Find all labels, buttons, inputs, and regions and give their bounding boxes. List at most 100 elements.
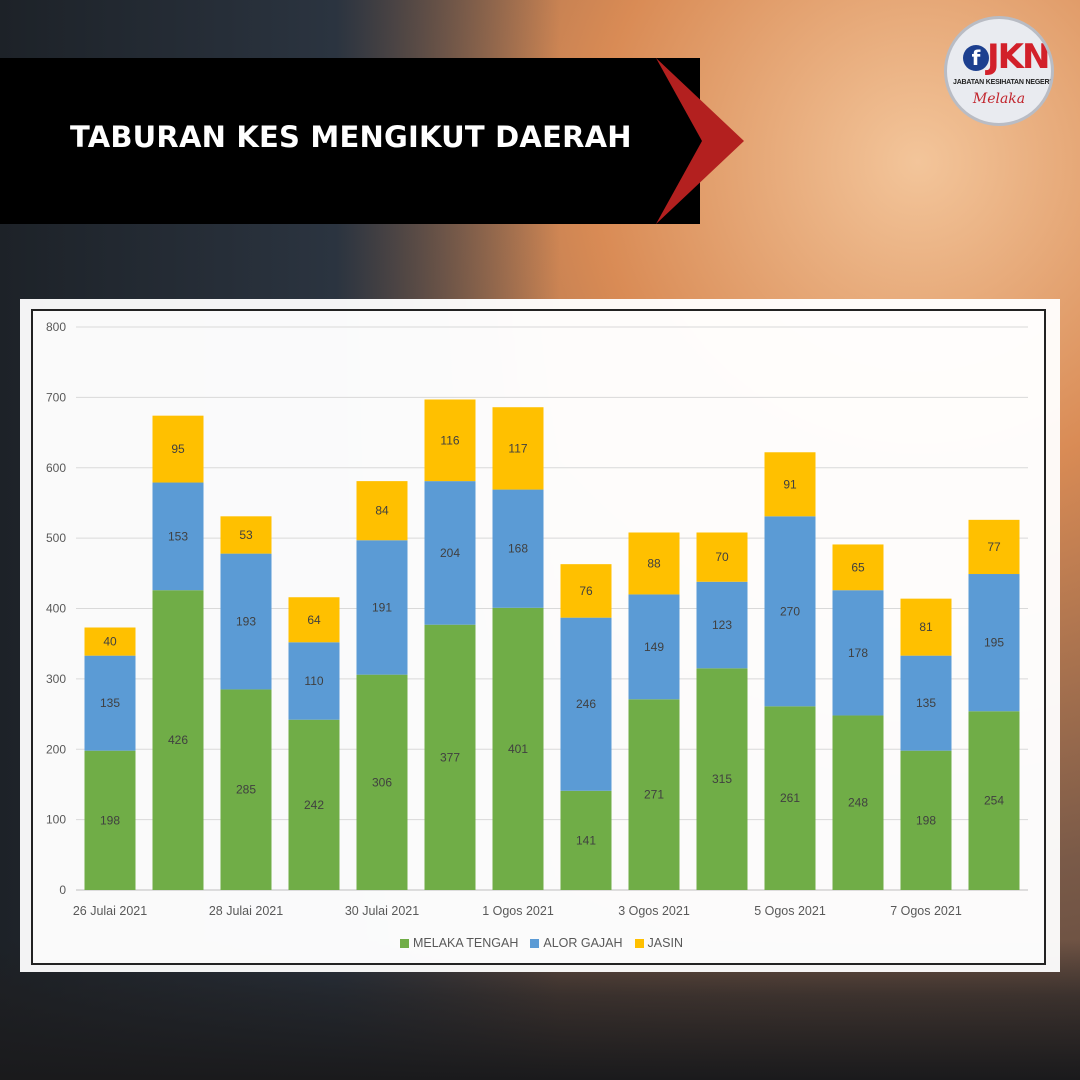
y-tick-label-300: 300 [46,672,66,686]
data-label-jasin-11: 65 [851,560,865,574]
data-label-melaka-tengah-2: 285 [236,783,256,797]
x-tick-label-8: 3 Ogos 2021 [618,904,690,918]
data-label-alor-gajah-9: 123 [712,618,732,632]
data-label-melaka-tengah-7: 141 [576,833,596,847]
logo-subtitle: JABATAN KESIHATAN NEGERI [953,79,1052,86]
data-label-melaka-tengah-4: 306 [372,775,392,789]
bar-jasin-12 [900,598,952,656]
data-label-jasin-8: 88 [647,556,661,570]
banner-arrow-black [656,58,702,224]
data-label-jasin-2: 53 [239,528,253,542]
data-label-jasin-13: 77 [987,540,1001,554]
data-label-melaka-tengah-12: 198 [916,813,936,827]
x-tick-label-10: 5 Ogos 2021 [754,904,826,918]
legend-label-melaka-tengah: MELAKA TENGAH [413,936,519,950]
data-label-alor-gajah-8: 149 [644,640,664,654]
legend-label-jasin: JASIN [647,936,683,950]
facebook-icon: f [963,45,989,71]
data-label-jasin-1: 95 [171,442,185,456]
bar-melaka-tengah-8 [628,699,680,890]
bar-melaka-tengah-3 [288,719,340,890]
data-label-jasin-12: 81 [919,620,933,634]
data-label-melaka-tengah-5: 377 [440,750,460,764]
data-label-melaka-tengah-10: 261 [780,791,800,805]
y-tick-label-800: 800 [46,320,66,334]
data-label-melaka-tengah-1: 426 [168,733,188,747]
x-tick-label-2: 28 Julai 2021 [209,904,283,918]
bar-alor-gajah-2 [220,553,272,690]
bar-melaka-tengah-7 [560,790,612,890]
data-label-alor-gajah-2: 193 [236,615,256,629]
data-label-jasin-0: 40 [103,635,117,649]
data-label-melaka-tengah-8: 271 [644,788,664,802]
data-label-jasin-9: 70 [715,550,729,564]
bar-alor-gajah-1 [152,482,204,591]
data-label-jasin-7: 76 [579,584,593,598]
data-label-melaka-tengah-13: 254 [984,794,1004,808]
data-label-alor-gajah-5: 204 [440,546,460,560]
data-label-alor-gajah-4: 191 [372,600,392,614]
bar-melaka-tengah-6 [492,607,544,890]
bar-melaka-tengah-12 [900,750,952,890]
bar-jasin-6 [492,407,544,490]
data-label-melaka-tengah-3: 242 [304,798,324,812]
legend-item-jasin: JASIN [634,936,683,950]
y-tick-label-700: 700 [46,390,66,404]
bar-alor-gajah-3 [288,642,340,720]
y-tick-label-600: 600 [46,461,66,475]
legend-label-alor-gajah: ALOR GAJAH [543,936,623,950]
data-label-alor-gajah-3: 110 [304,674,323,688]
bar-melaka-tengah-13 [968,711,1020,890]
data-label-jasin-6: 117 [508,441,527,455]
legend-swatch-jasin [634,938,644,948]
chart-legend: MELAKA TENGAH ALOR GAJAH JASIN [400,936,683,950]
x-tick-label-12: 7 Ogos 2021 [890,904,962,918]
bar-melaka-tengah-10 [764,706,816,890]
bar-jasin-9 [696,532,748,582]
bar-jasin-7 [560,564,612,618]
bar-jasin-10 [764,452,816,517]
bar-alor-gajah-12 [900,655,952,751]
bar-jasin-1 [152,415,204,483]
legend-swatch-alor-gajah [530,938,540,948]
logo-jkn-text: JKN [987,37,1050,77]
data-label-jasin-4: 84 [375,504,389,518]
bar-jasin-11 [832,544,884,591]
bar-alor-gajah-11 [832,590,884,716]
data-label-jasin-10: 91 [783,477,797,491]
bar-melaka-tengah-11 [832,715,884,890]
y-tick-label-500: 500 [46,531,66,545]
legend-item-alor-gajah: ALOR GAJAH [530,936,623,950]
bar-alor-gajah-9 [696,581,748,669]
data-label-alor-gajah-13: 195 [984,636,1004,650]
bar-alor-gajah-6 [492,489,544,608]
data-label-alor-gajah-7: 246 [576,697,596,711]
bar-jasin-5 [424,399,476,482]
data-label-alor-gajah-6: 168 [508,542,528,556]
bar-alor-gajah-8 [628,594,680,700]
y-tick-label-0: 0 [59,883,66,897]
y-tick-label-400: 400 [46,602,66,616]
logo-script: Melaka [972,91,1026,107]
data-label-melaka-tengah-6: 401 [508,742,528,756]
bar-alor-gajah-0 [84,655,136,751]
data-label-jasin-3: 64 [307,613,321,627]
bar-melaka-tengah-0 [84,750,136,890]
data-label-alor-gajah-12: 135 [916,696,936,710]
bar-jasin-13 [968,519,1020,575]
bar-alor-gajah-4 [356,540,408,675]
data-label-alor-gajah-0: 135 [100,696,120,710]
data-label-melaka-tengah-9: 315 [712,772,732,786]
data-label-melaka-tengah-11: 248 [848,796,868,810]
title-banner [0,58,700,224]
y-tick-label-200: 200 [46,742,66,756]
x-tick-label-0: 26 Julai 2021 [73,904,147,918]
data-label-alor-gajah-1: 153 [168,529,188,543]
data-label-melaka-tengah-0: 198 [100,813,120,827]
x-tick-label-6: 1 Ogos 2021 [482,904,554,918]
bar-melaka-tengah-9 [696,668,748,890]
bar-melaka-tengah-5 [424,624,476,890]
legend-item-melaka-tengah: MELAKA TENGAH [400,936,518,950]
bar-alor-gajah-10 [764,516,816,707]
